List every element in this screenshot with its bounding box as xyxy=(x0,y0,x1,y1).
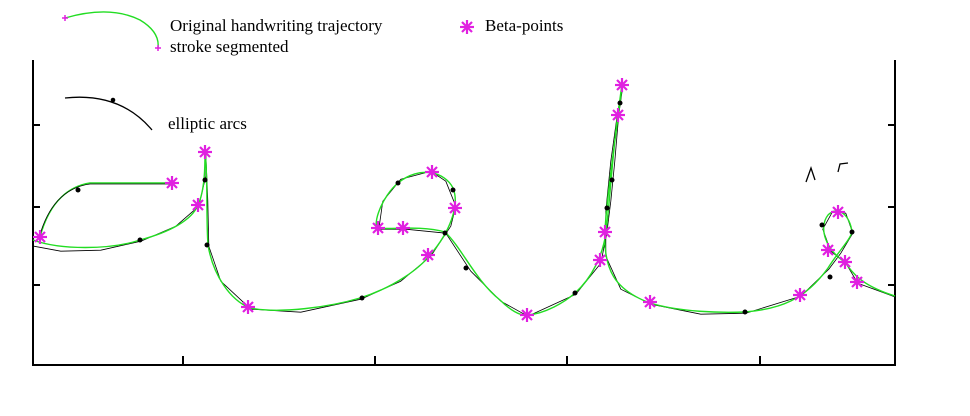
legend-arc xyxy=(64,96,153,131)
legend: Original handwriting trajectory stroke s… xyxy=(61,11,563,133)
stray-marks xyxy=(805,162,849,183)
segmented-trajectory xyxy=(33,85,896,317)
original-trajectory xyxy=(32,84,896,316)
legend-elliptic-arcs: elliptic arcs xyxy=(168,114,247,133)
arc-dots xyxy=(75,100,855,315)
ticks xyxy=(33,124,895,365)
beta-points xyxy=(31,76,866,324)
legend-trajectory: Original handwriting trajectory xyxy=(170,16,383,35)
segmented-trajectory-loop xyxy=(38,183,172,239)
plot-frame xyxy=(32,60,896,366)
legend-segmented: stroke segmented xyxy=(170,37,289,56)
original-trajectory-loop xyxy=(39,182,170,238)
legend-beta-points: Beta-points xyxy=(485,16,563,35)
legend-trajectory-line xyxy=(64,11,159,49)
